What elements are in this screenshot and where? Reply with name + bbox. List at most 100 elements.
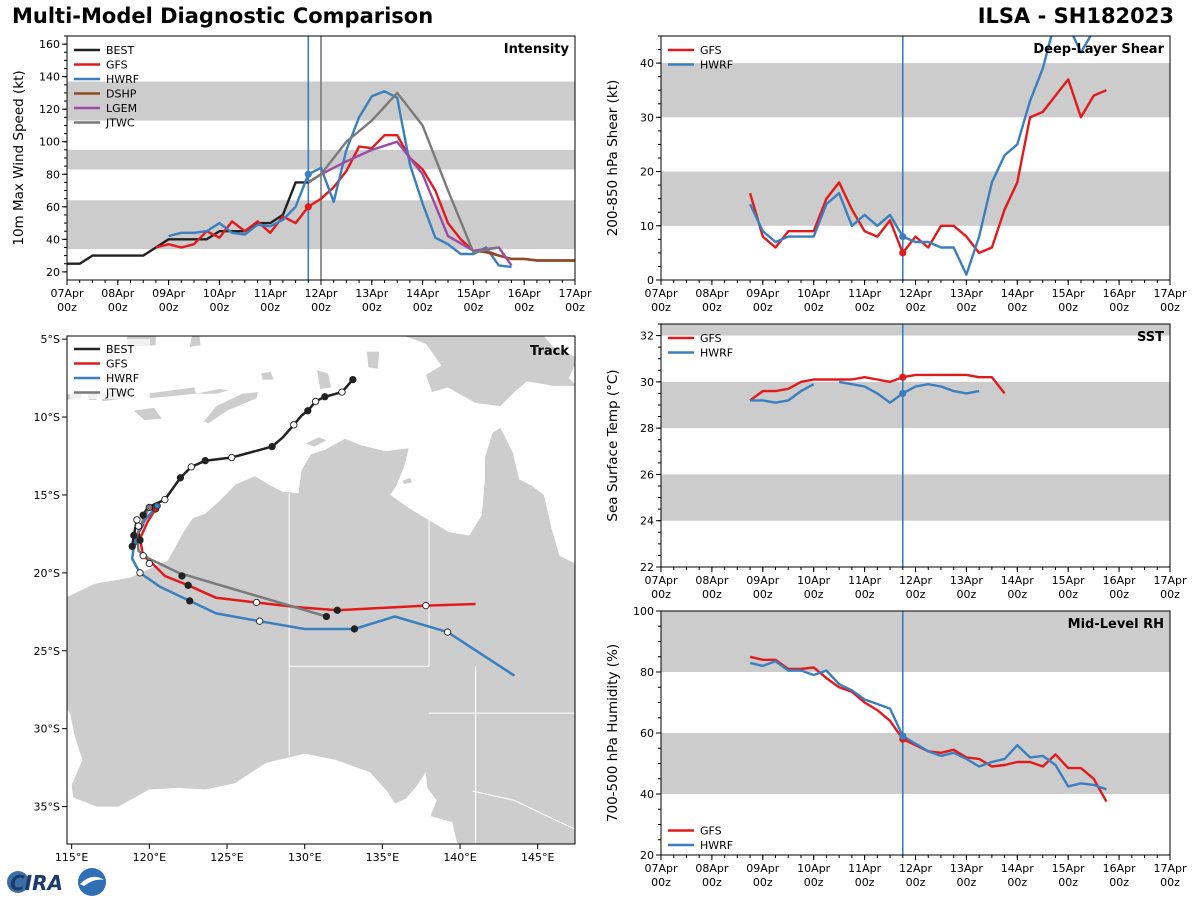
lat-tick-label: 20°S [34, 567, 60, 580]
x-tick-date: 08Apr [101, 287, 135, 300]
track-point-best [145, 559, 153, 568]
x-tick-date: 08Apr [695, 574, 729, 587]
lon-tick-label: 145°E [521, 851, 554, 864]
lon-tick-label: 115°E [55, 851, 88, 864]
x-tick-hour: 00z [413, 301, 433, 314]
track-point-best [255, 617, 264, 625]
marker-hwrf [304, 170, 312, 178]
x-tick-hour: 00z [311, 301, 331, 314]
x-tick-hour: 00z [804, 588, 824, 601]
cira-logo: CIRA [7, 868, 106, 896]
y-tick-label: 0 [647, 274, 654, 287]
plot-frame [660, 323, 1171, 568]
x-tick-date: 16Apr [1103, 287, 1137, 300]
chart-shear: 01020304007Apr00z08Apr00z09Apr00z10Apr00… [605, 35, 1187, 314]
x-tick-date: 14Apr [1001, 862, 1035, 875]
lon-tick-label: 125°E [210, 851, 243, 864]
legend-label: BEST [106, 343, 134, 356]
x-tick-hour: 00z [753, 588, 773, 601]
lat-tick-label: 30°S [34, 723, 60, 736]
x-tick-date: 07Apr [644, 287, 678, 300]
x-tick-hour: 00z [1058, 588, 1078, 601]
track-point-best [176, 474, 185, 482]
x-tick-hour: 00z [1007, 876, 1027, 889]
track-point-best [128, 542, 136, 551]
x-tick-date: 16Apr [1103, 862, 1137, 875]
x-tick-date: 13Apr [950, 574, 984, 587]
x-tick-hour: 00z [957, 301, 977, 314]
x-tick-date: 13Apr [355, 287, 389, 300]
x-tick-date: 11Apr [254, 287, 288, 300]
y-tick-label: 32 [640, 330, 654, 343]
x-tick-date: 09Apr [152, 287, 186, 300]
track-point-best [136, 569, 144, 577]
track-point-best [186, 597, 194, 605]
track-point-best [304, 407, 312, 415]
y-tick-label: 24 [640, 515, 654, 528]
legend-label: BEST [106, 44, 134, 57]
lat-tick-label: 5°S [41, 333, 60, 346]
x-tick-hour: 00z [514, 301, 534, 314]
x-tick-hour: 00z [1007, 588, 1027, 601]
tiwi-islands-land [306, 437, 327, 447]
series-line-hwrf [749, 36, 1092, 276]
track-point-best [252, 598, 261, 607]
y-tick-label: 100 [39, 136, 60, 149]
x-tick-hour: 00z [702, 301, 722, 314]
legend-label: GFS [106, 358, 128, 371]
y-tick-label: 22 [640, 561, 654, 574]
track-point-jtwc [145, 503, 153, 512]
lon-tick-label: 120°E [133, 851, 166, 864]
x-tick-hour: 00z [906, 876, 926, 889]
track-point-best [228, 453, 236, 462]
x-tick-date: 12Apr [899, 574, 933, 587]
x-tick-hour: 00z [855, 301, 875, 314]
y-tick-label: 60 [46, 201, 60, 214]
lon-tick-label: 135°E [366, 851, 399, 864]
track-point-best [133, 516, 141, 524]
x-tick-hour: 00z [753, 301, 773, 314]
x-tick-date: 13Apr [950, 862, 984, 875]
x-tick-hour: 00z [753, 876, 773, 889]
y-tick-label: 26 [640, 468, 654, 481]
track-point-best [333, 606, 341, 614]
panel-title: Deep-Layer Shear [1033, 42, 1164, 57]
y-tick-label: 20 [640, 849, 654, 862]
timor-land [203, 392, 259, 424]
marker-hwrf [899, 732, 907, 740]
track-point-best [349, 375, 357, 384]
intensity-band [661, 381, 1170, 429]
x-tick-hour: 00z [855, 876, 875, 889]
x-tick-date: 17Apr [1153, 574, 1187, 587]
x-tick-hour: 00z [957, 876, 977, 889]
buru-land [243, 310, 262, 323]
x-tick-date: 10Apr [797, 287, 831, 300]
x-tick-date: 15Apr [457, 287, 491, 300]
chart-track: 115°E 120°E 125°E 130°E 135°E 140°E 145°E 5°S 10… [34, 310, 576, 864]
lat-tick-label: 10°S [34, 411, 60, 424]
lat-tick-label: 35°S [34, 801, 60, 814]
legend-label: HWRF [106, 73, 139, 86]
x-tick-hour: 00z [362, 301, 382, 314]
x-tick-date: 12Apr [899, 862, 933, 875]
flores-land [146, 387, 196, 399]
x-tick-hour: 00z [1007, 301, 1027, 314]
csu-globe-icon [78, 868, 106, 896]
x-tick-hour: 00z [651, 588, 671, 601]
legend-label: HWRF [700, 839, 733, 852]
y-tick-label: 40 [640, 57, 654, 70]
legend-label: HWRF [700, 347, 733, 360]
x-tick-hour: 00z [651, 301, 671, 314]
x-tick-hour: 00z [1160, 876, 1180, 889]
x-tick-hour: 00z [906, 301, 926, 314]
state-border [472, 790, 575, 830]
y-tick-label: 20 [46, 266, 60, 279]
chart-rh: 2040608010007Apr00z08Apr00z09Apr00z10Apr… [605, 605, 1187, 889]
legend-label: HWRF [700, 59, 733, 72]
legend-label: JTWC [105, 387, 135, 400]
x-tick-date: 17Apr [558, 287, 592, 300]
series-line-hwrf [749, 660, 1107, 791]
aru-land [366, 351, 380, 369]
track-point-best [184, 581, 192, 589]
